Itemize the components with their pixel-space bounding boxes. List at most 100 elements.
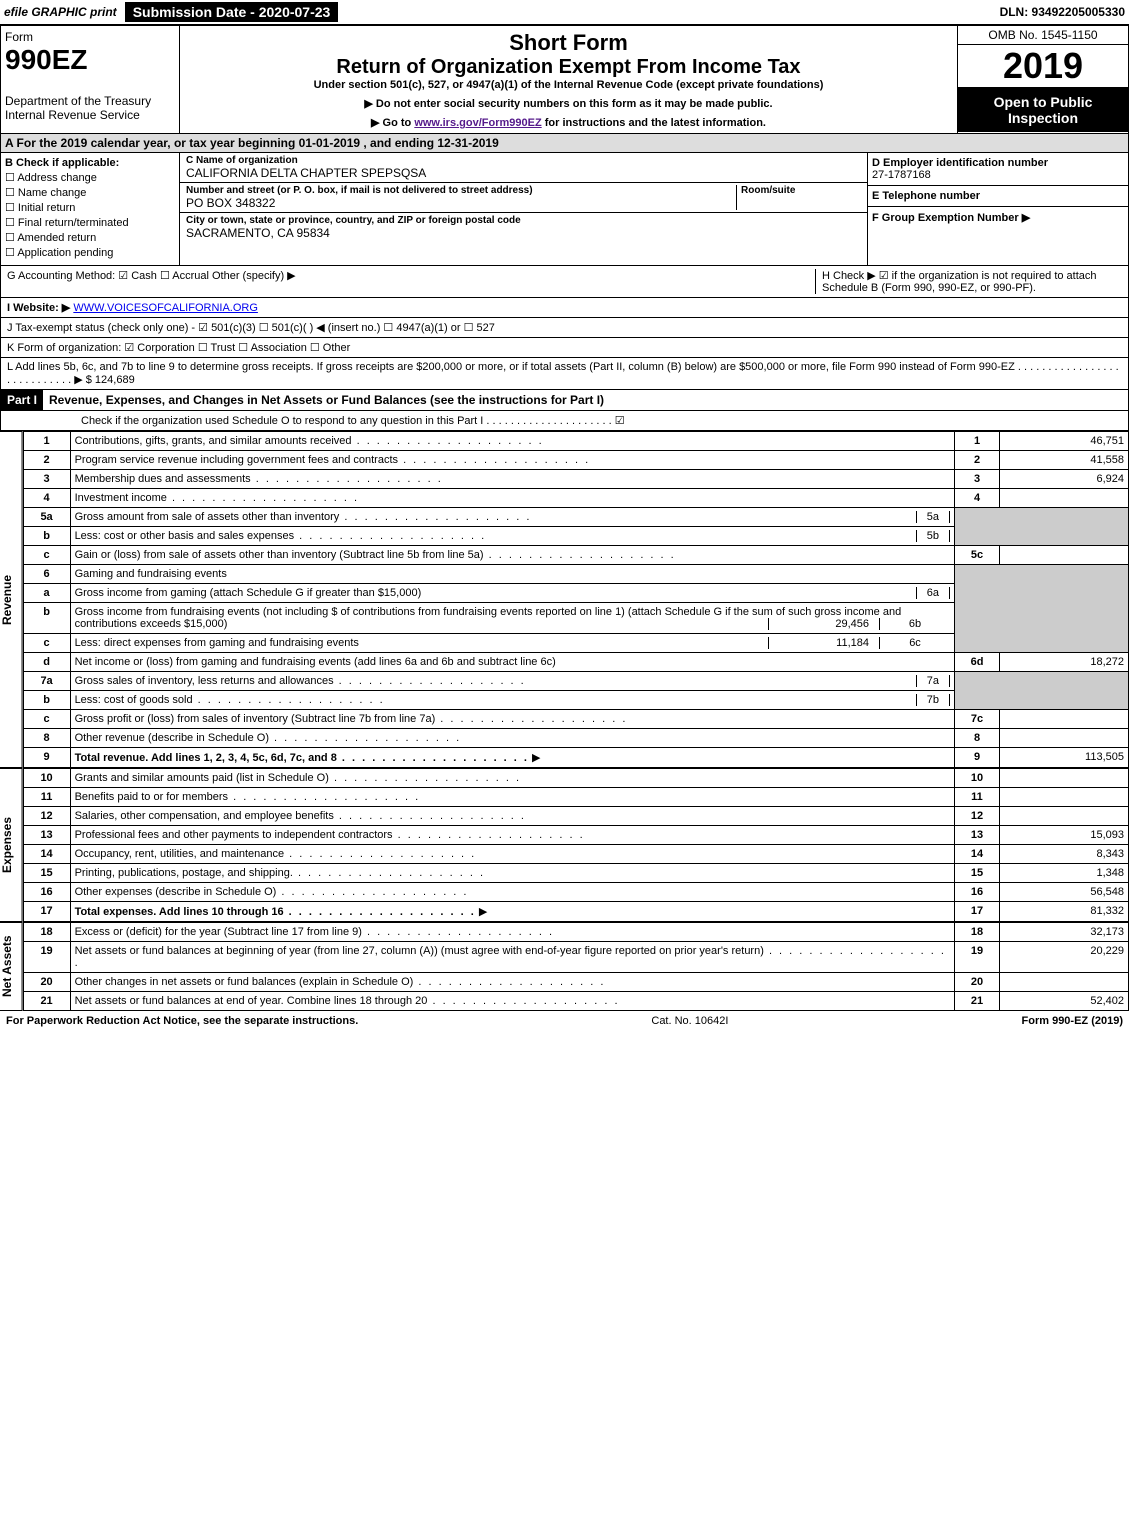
- line-desc: Benefits paid to or for members: [70, 788, 954, 807]
- line-ref: 17: [955, 902, 1000, 922]
- line-no: 11: [23, 788, 70, 807]
- line-no: 5a: [23, 508, 70, 527]
- website-link[interactable]: WWW.VOICESOFCALIFORNIA.ORG: [73, 302, 258, 314]
- chk-initial-return-label: Initial return: [18, 202, 75, 214]
- line-ref: 8: [955, 729, 1000, 748]
- line-desc: Gross income from gaming (attach Schedul…: [70, 584, 954, 603]
- line-amt: 41,558: [1000, 451, 1129, 470]
- line-no: b: [23, 691, 70, 710]
- line-ref: 21: [955, 992, 1000, 1011]
- line-ref: 20: [955, 973, 1000, 992]
- subref: 5b: [916, 530, 950, 542]
- footer-left: For Paperwork Reduction Act Notice, see …: [6, 1015, 358, 1027]
- irs-link[interactable]: www.irs.gov/Form990EZ: [414, 117, 541, 129]
- line-ref: 11: [955, 788, 1000, 807]
- table-row: 12Salaries, other compensation, and empl…: [23, 807, 1128, 826]
- table-row: 21Net assets or fund balances at end of …: [23, 992, 1128, 1011]
- meta-h: H Check ▶ ☑ if the organization is not r…: [815, 269, 1122, 294]
- note2-pre: ▶ Go to: [371, 117, 414, 129]
- netassets-table: 18Excess or (deficit) for the year (Subt…: [23, 922, 1129, 1011]
- line-desc: Investment income: [70, 489, 954, 508]
- line-no: c: [23, 634, 70, 653]
- short-form-label: Short Form: [184, 30, 953, 56]
- table-row: 14Occupancy, rent, utilities, and mainte…: [23, 845, 1128, 864]
- table-row: 7a Gross sales of inventory, less returns…: [23, 672, 1128, 691]
- line-desc: Excess or (deficit) for the year (Subtra…: [70, 923, 954, 942]
- meta-l: L Add lines 5b, 6c, and 7b to line 9 to …: [0, 358, 1129, 390]
- chk-address-change[interactable]: ☐ Address change: [5, 171, 175, 184]
- line-no: 9: [23, 748, 70, 768]
- line-desc: Net income or (loss) from gaming and fun…: [70, 653, 954, 672]
- ein-value: 27-1787168: [872, 169, 1124, 181]
- table-row: 19Net assets or fund balances at beginni…: [23, 942, 1128, 973]
- tel-label: E Telephone number: [872, 190, 1124, 202]
- form-header: Form 990EZ Department of the Treasury In…: [0, 25, 1129, 134]
- line-desc: Occupancy, rent, utilities, and maintena…: [70, 845, 954, 864]
- chk-application-pending[interactable]: ☐ Application pending: [5, 246, 175, 259]
- note-link: ▶ Go to www.irs.gov/Form990EZ for instru…: [184, 116, 953, 129]
- shade-cell: [955, 565, 1129, 653]
- meta-i-label: I Website: ▶: [7, 302, 70, 314]
- line-desc: Salaries, other compensation, and employ…: [70, 807, 954, 826]
- tax-year: 2019: [958, 45, 1128, 88]
- line-desc: Net assets or fund balances at end of ye…: [70, 992, 954, 1011]
- table-row: 16Other expenses (describe in Schedule O…: [23, 883, 1128, 902]
- col-c-org-info: C Name of organization CALIFORNIA DELTA …: [180, 153, 867, 265]
- line-desc: Gross amount from sale of assets other t…: [70, 508, 954, 527]
- line-no: c: [23, 710, 70, 729]
- line-no: b: [23, 603, 70, 634]
- line-desc: Less: cost or other basis and sales expe…: [70, 527, 954, 546]
- group-label: F Group Exemption Number ▶: [872, 211, 1124, 224]
- meta-j: J Tax-exempt status (check only one) - ☑…: [0, 318, 1129, 338]
- tel-row: E Telephone number: [868, 186, 1128, 207]
- omb-number: OMB No. 1545-1150: [958, 26, 1128, 45]
- form-title: Return of Organization Exempt From Incom…: [184, 56, 953, 79]
- line-desc: Other expenses (describe in Schedule O): [70, 883, 954, 902]
- line-no: 14: [23, 845, 70, 864]
- chk-application-pending-label: Application pending: [17, 247, 113, 259]
- netassets-vlabel: Net Assets: [0, 922, 23, 1011]
- line-no: 21: [23, 992, 70, 1011]
- chk-name-change[interactable]: ☐ Name change: [5, 186, 175, 199]
- meta-g: G Accounting Method: ☑ Cash ☐ Accrual Ot…: [7, 269, 815, 294]
- table-row: cGross profit or (loss) from sales of in…: [23, 710, 1128, 729]
- line-desc: Printing, publications, postage, and shi…: [70, 864, 954, 883]
- chk-amended-return[interactable]: ☐ Amended return: [5, 231, 175, 244]
- revenue-vlabel: Revenue: [0, 431, 23, 768]
- line-desc: Other changes in net assets or fund bala…: [70, 973, 954, 992]
- line-desc: Less: direct expenses from gaming and fu…: [70, 634, 954, 653]
- expenses-vlabel: Expenses: [0, 768, 23, 922]
- chk-final-return[interactable]: ☐ Final return/terminated: [5, 216, 175, 229]
- line-no: 20: [23, 973, 70, 992]
- line-desc: Program service revenue including govern…: [70, 451, 954, 470]
- line-amt: [1000, 710, 1129, 729]
- table-row: dNet income or (loss) from gaming and fu…: [23, 653, 1128, 672]
- subref: 5a: [916, 511, 950, 523]
- line-amt: 46,751: [1000, 432, 1129, 451]
- line-no: b: [23, 527, 70, 546]
- city-label: City or town, state or province, country…: [186, 215, 861, 226]
- header-center: Short Form Return of Organization Exempt…: [180, 26, 957, 133]
- form-number: 990EZ: [5, 44, 175, 76]
- org-name: CALIFORNIA DELTA CHAPTER SPEPSQSA: [186, 166, 861, 180]
- line-amt: 6,924: [1000, 470, 1129, 489]
- top-bar: efile GRAPHIC print Submission Date - 20…: [0, 0, 1129, 25]
- line-desc-bold: Total expenses. Add lines 10 through 16: [75, 906, 476, 918]
- line-amt: [1000, 769, 1129, 788]
- line-no: 7a: [23, 672, 70, 691]
- line-desc-text: Less: cost of goods sold: [75, 694, 385, 706]
- line-no: 13: [23, 826, 70, 845]
- open-public-label: Open to Public Inspection: [958, 88, 1128, 132]
- chk-initial-return[interactable]: ☐ Initial return: [5, 201, 175, 214]
- line-desc: Membership dues and assessments: [70, 470, 954, 489]
- line-ref: 2: [955, 451, 1000, 470]
- line-amt: [1000, 729, 1129, 748]
- revenue-section: Revenue 1Contributions, gifts, grants, a…: [0, 431, 1129, 768]
- line-no: 15: [23, 864, 70, 883]
- col-b-checkboxes: B Check if applicable: ☐ Address change …: [1, 153, 180, 265]
- line-desc-text: Gross sales of inventory, less returns a…: [75, 675, 526, 687]
- footer-center: Cat. No. 10642I: [358, 1015, 1021, 1027]
- table-row: 4Investment income4: [23, 489, 1128, 508]
- line-desc-text: Gross amount from sale of assets other t…: [75, 511, 532, 523]
- line-amt: 20,229: [1000, 942, 1129, 973]
